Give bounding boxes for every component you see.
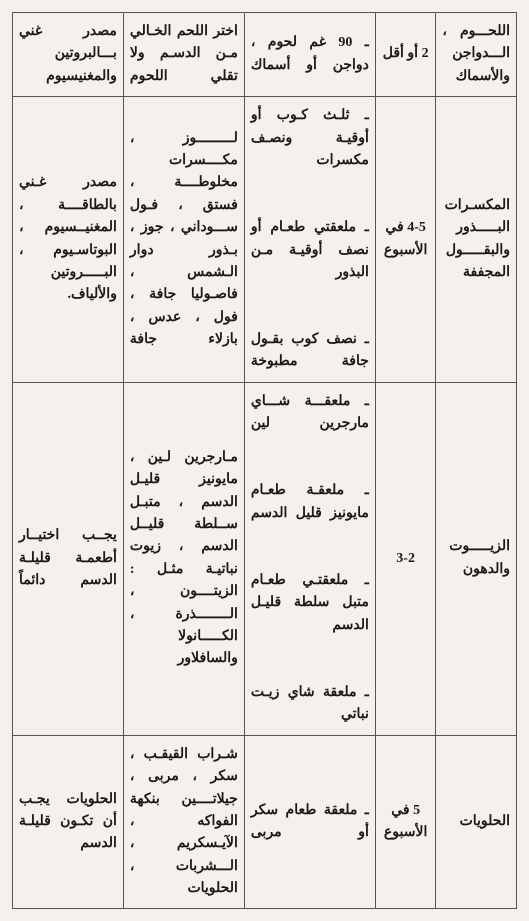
table-row: اللحـــوم ، الـــدواجن والأسماك 2 أو أقل…	[13, 13, 517, 97]
cell-examples: مـارجرين لـين ، مايونيز قليـل الدسم ، مت…	[123, 382, 244, 735]
cell-category: المكسـرات البـــــذور والبقـــــول المجف…	[436, 97, 517, 383]
cell-category: الزيـــــوت والدهون	[436, 382, 517, 735]
cell-benefit: مصدر غـني بالطاقــــة ، المغنيــسيوم ، ا…	[13, 97, 124, 383]
cell-examples: اختر اللحم الخـالي مـن الدسـم ولا تقلي ا…	[123, 13, 244, 97]
cell-benefit: يجــب اختيــار أطعمـة قليلـة الدسم دائما…	[13, 382, 124, 735]
table-row: المكسـرات البـــــذور والبقـــــول المجف…	[13, 97, 517, 383]
cell-examples: شـراب القيقـب ، سكر ، مربى ، جيلاتــــين…	[123, 735, 244, 909]
cell-category: الحلويات	[436, 735, 517, 909]
cell-serving: ـ ملعقة طعام سكر أو مربى	[244, 735, 375, 909]
cell-serving: ـ ملعقـــة شـــاي مارجرين لينـ ملعقـة طع…	[244, 382, 375, 735]
nutrition-table: اللحـــوم ، الـــدواجن والأسماك 2 أو أقل…	[12, 12, 517, 909]
cell-serving: ـ ثلـث كـوب أو أوقيـة ونصـف مكسراتـ ملعق…	[244, 97, 375, 383]
cell-serving: ـ 90 غم لحوم ، دواجن أو أسماك	[244, 13, 375, 97]
page-container: اللحـــوم ، الـــدواجن والأسماك 2 أو أقل…	[0, 0, 529, 921]
table-row: الزيـــــوت والدهون 3-2 ـ ملعقـــة شـــا…	[13, 382, 517, 735]
cell-examples: لـــــــــوز ، مكــــسرات مخلوطــــة ، ف…	[123, 97, 244, 383]
cell-category: اللحـــوم ، الـــدواجن والأسماك	[436, 13, 517, 97]
cell-benefit: مصدر غني بـــالبروتين والمغنيسيوم	[13, 13, 124, 97]
cell-amount: 2 أو أقل	[375, 13, 435, 97]
cell-amount: 3-2	[375, 382, 435, 735]
table-body: اللحـــوم ، الـــدواجن والأسماك 2 أو أقل…	[13, 13, 517, 909]
table-row: الحلويات 5 في الأسبوع ـ ملعقة طعام سكر أ…	[13, 735, 517, 909]
cell-amount: 5 في الأسبوع	[375, 735, 435, 909]
cell-benefit: الحلويات يجـب أن تكـون قليلـة الدسم	[13, 735, 124, 909]
cell-amount: 4-5 في الأسبوع	[375, 97, 435, 383]
